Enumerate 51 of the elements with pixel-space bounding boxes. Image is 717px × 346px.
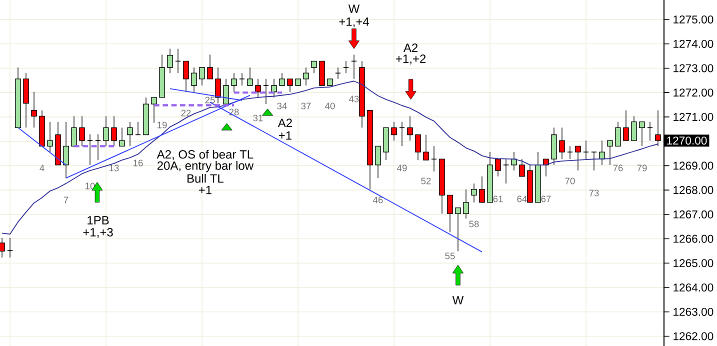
y-tick-label: 1274.00 [674, 40, 714, 48]
x-tick-label: 46 [373, 196, 383, 204]
y-tick-label: 1264.00 [674, 284, 714, 292]
x-tick-label: 34 [277, 102, 287, 110]
y-tick-label: 1269.00 [674, 162, 714, 170]
y-tick-label: 1275.00 [674, 15, 714, 24]
annotation: 1PB [88, 216, 109, 224]
x-tick-label: 73 [589, 190, 599, 196]
x-tick-label: 4 [40, 164, 44, 172]
x-tick-label: 52 [421, 178, 431, 184]
x-tick-label: 49 [397, 164, 407, 172]
x-tick-label: 64 [517, 196, 527, 202]
x-tick-label: 7 [64, 196, 68, 204]
y-tick-label: 1273.00 [674, 64, 714, 72]
x-tick-label: 13 [110, 164, 119, 172]
x-tick-label: 79 [637, 164, 647, 172]
annotation: +1,+2 [396, 54, 426, 64]
annotation: Bull TL [188, 174, 224, 183]
y-tick-label: 1272.00 [674, 88, 714, 97]
annotation: +1,+4 [339, 18, 369, 28]
annotation: W [452, 296, 464, 304]
x-tick-label: 67 [541, 196, 551, 202]
annotation: +1 [198, 186, 212, 194]
x-tick-label: 76 [613, 164, 623, 172]
x-tick-label: 61 [493, 196, 503, 202]
x-tick-label: 25 [205, 96, 215, 104]
annotation: 20A, entry bar low [157, 161, 254, 172]
annotation: A2 [403, 44, 418, 52]
x-tick-label: 28 [229, 108, 239, 116]
x-tick-label: 16 [134, 160, 143, 166]
x-tick-label: 31 [253, 114, 263, 122]
x-tick-label: 37 [301, 102, 311, 110]
y-tick-label: 1267.00 [674, 210, 714, 218]
text: 1270.00 [667, 136, 707, 145]
x-tick-label: 40 [325, 102, 335, 110]
y-tick-label: 1266.00 [674, 234, 714, 243]
annotation: A2 [278, 118, 292, 127]
y-tick-label: 1268.00 [674, 186, 714, 194]
x-tick-label: 19 [158, 122, 167, 128]
x-tick-label: 70 [565, 178, 575, 184]
y-tick-label: 1262.00 [674, 332, 714, 340]
y-tick-label: 1271.00 [674, 112, 714, 121]
annotation: W [348, 4, 360, 13]
annotation: +1 [278, 131, 292, 140]
annotation: +1,+3 [83, 228, 113, 238]
y-tick-label: 1263.00 [674, 308, 714, 316]
annotation: A2, OS of bear TL [156, 150, 254, 160]
x-tick-label: 58 [469, 220, 479, 228]
y-tick-label: 1265.00 [674, 259, 714, 268]
x-tick-label: 55 [445, 252, 455, 260]
x-tick-label: 43 [349, 96, 359, 102]
